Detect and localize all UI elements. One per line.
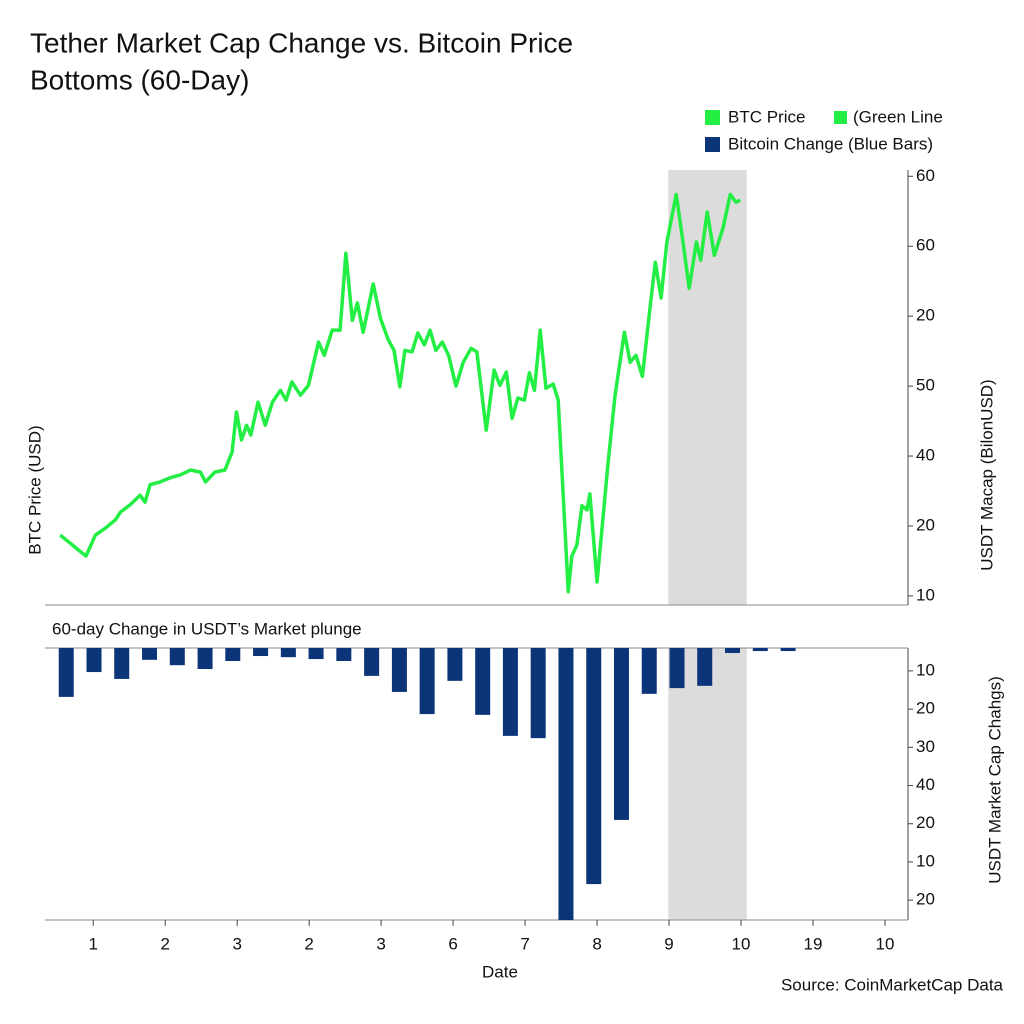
shaded-region	[668, 170, 747, 605]
y-tick-label: 10	[916, 851, 935, 870]
x-tick-label: 9	[664, 934, 673, 953]
chart-title: Bottoms (60-Day)	[30, 64, 249, 95]
bar	[641, 648, 657, 694]
bar	[169, 648, 185, 666]
bar	[58, 648, 74, 697]
y-tick-label: 20	[916, 813, 935, 832]
bar	[752, 648, 768, 652]
bar	[419, 648, 435, 715]
panel-subtitle: 60-day Change in USDT’s Market plunge	[52, 619, 362, 638]
bar	[114, 648, 130, 679]
bar	[447, 648, 463, 681]
y-tick-label: 40	[916, 775, 935, 794]
legend-label: (Green Line	[853, 107, 943, 126]
x-tick-label: 3	[376, 934, 385, 953]
x-tick-label: 10	[732, 934, 751, 953]
x-tick-label: 2	[304, 934, 313, 953]
bar	[336, 648, 352, 661]
bar	[391, 648, 407, 692]
y-tick-label: 10	[916, 660, 935, 679]
y-tick-label: 10	[916, 585, 935, 604]
x-tick-label: 8	[592, 934, 601, 953]
y-tick-label: 50	[916, 376, 935, 395]
bar	[197, 648, 213, 670]
y-tick-label: 20	[916, 306, 935, 325]
source-note: Source: CoinMarketCap Data	[781, 975, 1004, 994]
y2-axis-label: USDT Macap (BilonUSD)	[977, 379, 996, 570]
y-tick-label: 20	[916, 699, 935, 718]
x-tick-label: 10	[876, 934, 895, 953]
y-tick-label: 60	[916, 236, 935, 255]
x-axis-label: Date	[482, 962, 518, 981]
bar	[475, 648, 491, 715]
bar	[558, 648, 574, 920]
legend-swatch	[705, 110, 720, 125]
y-tick-label: 20	[916, 890, 935, 909]
legend-label: BTC Price	[728, 107, 805, 126]
y-tick-label: 60	[916, 166, 935, 185]
bar	[502, 648, 518, 736]
bar	[697, 648, 713, 686]
bar	[225, 648, 241, 661]
x-tick-label: 19	[804, 934, 823, 953]
bar	[308, 648, 324, 660]
y-tick-label: 20	[916, 515, 935, 534]
x-tick-label: 1	[88, 934, 97, 953]
bar	[280, 648, 296, 658]
y-tick-label: 30	[916, 737, 935, 756]
legend-label: Bitcoin Change (Blue Bars)	[728, 134, 933, 153]
legend-swatch	[834, 111, 847, 124]
bar	[725, 648, 741, 653]
chart-title: Tether Market Cap Change vs. Bitcoin Pri…	[30, 27, 573, 58]
bar	[669, 648, 685, 689]
y-axis-label: BTC Price (USD)	[25, 425, 44, 554]
bar	[253, 648, 269, 657]
bar	[86, 648, 102, 673]
x-tick-label: 7	[520, 934, 529, 953]
y2-axis-label: USDT Market Cap Chahgs)	[985, 676, 1004, 884]
x-tick-label: 6	[448, 934, 457, 953]
bar	[780, 648, 796, 652]
price-line	[59, 192, 742, 594]
shaded-region	[668, 648, 747, 920]
bar	[586, 648, 602, 885]
x-tick-label: 2	[160, 934, 169, 953]
bar	[530, 648, 546, 739]
bar	[364, 648, 380, 676]
bar	[142, 648, 158, 660]
y-tick-label: 40	[916, 446, 935, 465]
x-tick-label: 3	[232, 934, 241, 953]
legend-swatch	[705, 137, 720, 152]
bar	[613, 648, 629, 820]
